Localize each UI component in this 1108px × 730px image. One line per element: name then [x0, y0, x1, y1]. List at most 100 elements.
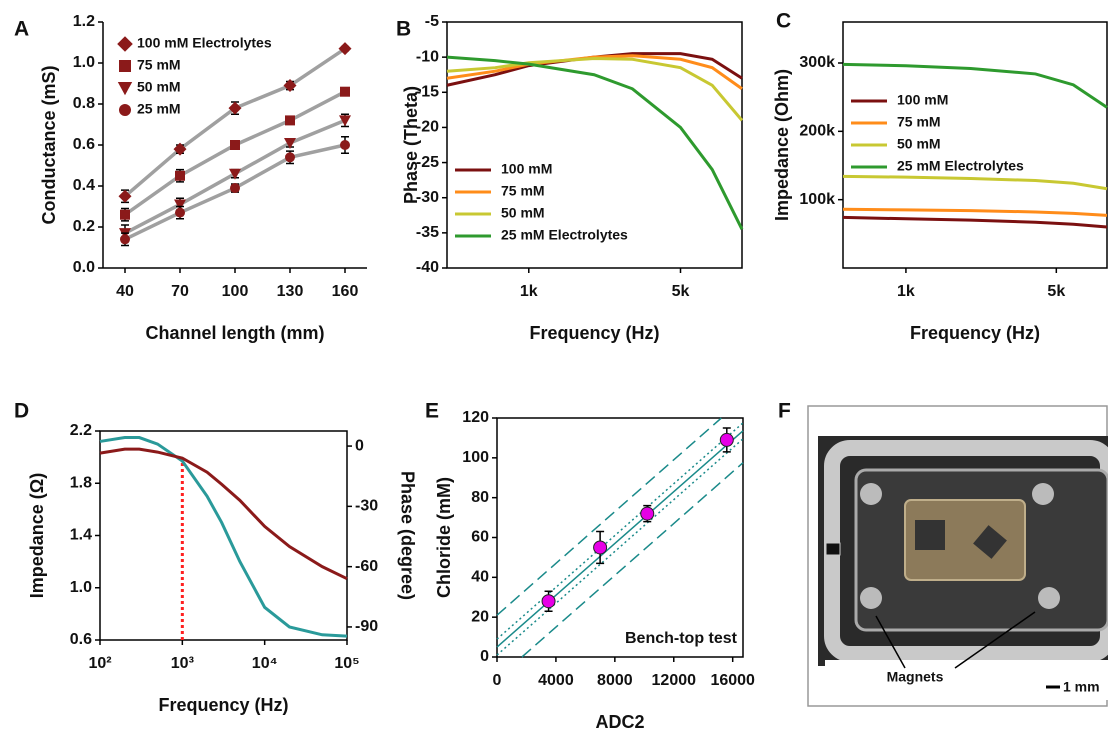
x-tick-label: 10⁴	[252, 655, 278, 672]
y-tick-label: 20	[471, 608, 489, 625]
x-tick-label: 40	[116, 283, 134, 300]
marker	[229, 168, 241, 180]
legend-label: 75 mM	[501, 183, 545, 199]
panel-letter: F	[778, 400, 791, 423]
legend-label: 50 mM	[137, 79, 181, 95]
marker	[228, 101, 242, 115]
y-axis-label: Impedance (Ω)	[27, 473, 47, 598]
y-tick-label: -15	[416, 84, 439, 101]
magnet	[1038, 587, 1060, 609]
marker	[120, 234, 130, 245]
x-tick-label: 100	[222, 283, 249, 300]
y2-tick-label: -90	[355, 618, 378, 635]
plot-frame	[842, 21, 1108, 269]
y2-tick-label: -30	[355, 498, 378, 515]
x-tick-label: 1k	[897, 283, 915, 300]
x-tick-label: 4000	[538, 672, 574, 689]
callout: Magnets	[887, 669, 944, 685]
plot-frame	[446, 21, 743, 269]
magnet	[860, 587, 882, 609]
y-tick-label: -30	[416, 189, 439, 206]
y2-axis-label: Phase (degree)	[397, 471, 417, 600]
x-tick-label: 0	[493, 672, 502, 689]
panel-letter: E	[425, 400, 439, 423]
x-axis-label: Frequency (Hz)	[910, 323, 1040, 343]
x-axis-label: ADC2	[595, 712, 644, 730]
y-tick-label: 200k	[799, 123, 835, 140]
x-axis-label: Frequency (Hz)	[158, 695, 288, 715]
x-tick-label: 130	[277, 283, 304, 300]
marker	[174, 199, 186, 211]
magnet	[1032, 483, 1054, 505]
y-tick-label: 2.2	[70, 422, 92, 439]
panel-letter: D	[14, 400, 29, 423]
arrow	[875, 615, 906, 669]
y-axis-label: Conductance (mS)	[39, 65, 59, 224]
fit-line	[496, 422, 744, 640]
magnet	[860, 483, 882, 505]
y-tick-label: -5	[425, 13, 439, 30]
series-line	[446, 55, 744, 231]
series-line	[842, 174, 1108, 191]
y-tick-label: 1.4	[70, 527, 92, 544]
x-tick-label: 160	[332, 283, 359, 300]
chip	[915, 520, 945, 550]
y-axis-label: Impedance (Ohm)	[772, 69, 792, 221]
marker	[283, 79, 297, 93]
series-line	[842, 207, 1108, 217]
photo-panel: F Magnets 1 mm	[778, 400, 1108, 707]
legend-label: 100 mM	[501, 161, 552, 177]
y-tick-label: 1.0	[73, 54, 95, 71]
panel-letter: C	[776, 10, 791, 33]
y-tick-label: 100	[462, 449, 489, 466]
legend-swatch	[119, 60, 131, 72]
y-tick-label: 0.0	[73, 259, 95, 276]
legend-label: 100 mM	[897, 92, 948, 108]
marker	[120, 209, 130, 220]
legend-label: 75 mM	[897, 114, 941, 130]
marker	[640, 506, 655, 521]
y-tick-label: 120	[462, 409, 489, 426]
y-tick-label: 60	[471, 529, 489, 546]
y-tick-label: 100k	[799, 191, 835, 208]
y-tick-label: 0.2	[73, 218, 95, 235]
y-axis-label: Chloride (mM)	[434, 477, 454, 598]
series-line	[446, 54, 743, 90]
y-tick-label: 300k	[799, 54, 835, 71]
y-tick-label: 0	[480, 648, 489, 665]
y-tick-label: -35	[416, 224, 439, 241]
legend-label: 25 mM	[137, 101, 181, 117]
marker	[173, 142, 187, 156]
x-tick-label: 5k	[672, 283, 690, 300]
x-axis-label: Channel length (mm)	[146, 323, 325, 343]
y-tick-label: -20	[416, 119, 439, 136]
marker	[593, 540, 608, 555]
fit-line	[521, 462, 744, 658]
y-tick-label: 0.8	[73, 95, 95, 112]
x-tick-label: 8000	[597, 672, 633, 689]
y-axis-label: Phase (Theta)	[401, 86, 421, 204]
arrow	[954, 611, 1036, 669]
x-tick-label: 70	[171, 283, 189, 300]
legend-swatch	[119, 104, 131, 116]
legend-label: 75 mM	[137, 57, 181, 73]
marker	[285, 152, 295, 163]
y-tick-label: 0.6	[73, 136, 95, 153]
connector	[825, 542, 841, 556]
marker	[340, 140, 350, 150]
legend-label: 50 mM	[501, 205, 545, 221]
marker	[338, 42, 352, 56]
legend-swatch	[117, 36, 133, 52]
y-tick-label: -40	[416, 259, 439, 276]
chip	[973, 525, 1007, 559]
y-tick-label: 1.0	[70, 579, 92, 596]
x-axis-label: Frequency (Hz)	[529, 323, 659, 343]
y-tick-label: -25	[416, 154, 439, 171]
series-line	[446, 57, 744, 122]
marker	[719, 432, 734, 447]
x-tick-label: 10⁵	[334, 655, 359, 672]
fit-line	[496, 417, 722, 616]
marker	[339, 115, 351, 127]
